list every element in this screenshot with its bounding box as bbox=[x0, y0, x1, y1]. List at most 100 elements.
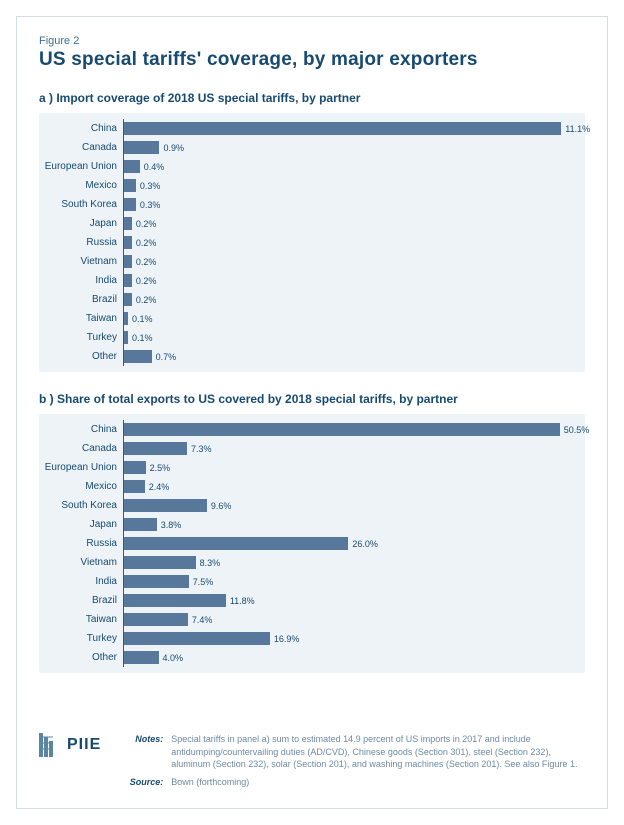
chart-row: Brazil11.8% bbox=[39, 591, 585, 610]
panel-a: a ) Import coverage of 2018 US special t… bbox=[39, 91, 585, 372]
chart-b: China50.5%Canada7.3%European Union2.5%Me… bbox=[39, 414, 585, 673]
value-label: 16.9% bbox=[274, 634, 300, 644]
value-label: 0.2% bbox=[136, 276, 157, 286]
bar bbox=[124, 274, 132, 287]
chart-row: India7.5% bbox=[39, 572, 585, 591]
chart-row: South Korea 9.6% bbox=[39, 496, 585, 515]
value-label: 0.7% bbox=[156, 352, 177, 362]
category-label: Vietnam bbox=[39, 256, 123, 267]
source-text: Bown (forthcoming) bbox=[171, 776, 249, 788]
chart-row: South Korea 0.3% bbox=[39, 195, 585, 214]
value-label: 0.1% bbox=[132, 314, 153, 324]
chart-row: Brazil0.2% bbox=[39, 290, 585, 309]
bar bbox=[124, 160, 140, 173]
bar bbox=[124, 423, 560, 436]
piie-logo-text: PIIE bbox=[67, 736, 101, 754]
value-label: 0.3% bbox=[140, 200, 161, 210]
bar-track: 0.2% bbox=[124, 293, 577, 306]
category-label: India bbox=[39, 275, 123, 286]
bar bbox=[124, 236, 132, 249]
chart-row: Mexico2.4% bbox=[39, 477, 585, 496]
category-label: European Union bbox=[39, 462, 123, 473]
chart-row: Other4.0% bbox=[39, 648, 585, 667]
chart-row: Russia 0.2% bbox=[39, 233, 585, 252]
category-label: Mexico bbox=[39, 180, 123, 191]
bar-track: 4.0% bbox=[124, 651, 577, 664]
bar-track: 8.3% bbox=[124, 556, 577, 569]
value-label: 0.1% bbox=[132, 333, 153, 343]
chart-row: Vietnam8.3% bbox=[39, 553, 585, 572]
bar bbox=[124, 518, 157, 531]
category-label: South Korea bbox=[39, 199, 123, 210]
value-label: 0.2% bbox=[136, 257, 157, 267]
category-label: China bbox=[39, 123, 123, 134]
bar bbox=[124, 480, 145, 493]
bar-track: 11.1% bbox=[124, 122, 577, 135]
category-label: China bbox=[39, 424, 123, 435]
chart-row: Taiwan0.1% bbox=[39, 309, 585, 328]
value-label: 0.2% bbox=[136, 238, 157, 248]
category-label: Japan bbox=[39, 218, 123, 229]
bar-track: 0.2% bbox=[124, 274, 577, 287]
bar bbox=[124, 499, 207, 512]
bar-track: 0.9% bbox=[124, 141, 577, 154]
value-label: 9.6% bbox=[211, 501, 232, 511]
figure-label: Figure 2 bbox=[39, 35, 585, 47]
value-label: 4.0% bbox=[163, 653, 184, 663]
bar-track: 3.8% bbox=[124, 518, 577, 531]
bar bbox=[124, 556, 196, 569]
chart-row: Vietnam 0.2% bbox=[39, 252, 585, 271]
chart-row: China11.1% bbox=[39, 119, 585, 138]
bar bbox=[124, 141, 159, 154]
bar bbox=[124, 217, 132, 230]
bar-track: 2.4% bbox=[124, 480, 577, 493]
category-label: South Korea bbox=[39, 500, 123, 511]
chart-row: Japan0.2% bbox=[39, 214, 585, 233]
chart-row: Other 0.7% bbox=[39, 347, 585, 366]
chart-row: Turkey 0.1% bbox=[39, 328, 585, 347]
bar-track: 7.5% bbox=[124, 575, 577, 588]
source-label: Source: bbox=[121, 776, 163, 788]
category-label: Mexico bbox=[39, 481, 123, 492]
panel-b: b ) Share of total exports to US covered… bbox=[39, 392, 585, 673]
value-label: 7.5% bbox=[193, 577, 214, 587]
bar-track: 7.3% bbox=[124, 442, 577, 455]
value-label: 2.5% bbox=[150, 463, 171, 473]
bar-track: 16.9% bbox=[124, 632, 577, 645]
value-label: 0.9% bbox=[163, 143, 184, 153]
chart-row: Taiwan7.4% bbox=[39, 610, 585, 629]
bar bbox=[124, 632, 270, 645]
bar-track: 0.2% bbox=[124, 255, 577, 268]
notes-text: Special tariffs in panel a) sum to estim… bbox=[171, 733, 585, 769]
bar-track: 7.4% bbox=[124, 613, 577, 626]
bar bbox=[124, 594, 226, 607]
bar-track: 0.1% bbox=[124, 331, 577, 344]
category-label: Russia bbox=[39, 237, 123, 248]
category-label: Brazil bbox=[39, 294, 123, 305]
category-label: Brazil bbox=[39, 595, 123, 606]
category-label: Other bbox=[39, 351, 123, 362]
bar bbox=[124, 575, 189, 588]
value-label: 8.3% bbox=[200, 558, 221, 568]
chart-row: European Union0.4% bbox=[39, 157, 585, 176]
category-label: Turkey bbox=[39, 332, 123, 343]
category-label: Taiwan bbox=[39, 614, 123, 625]
bar bbox=[124, 350, 152, 363]
bar-track: 0.3% bbox=[124, 179, 577, 192]
category-label: European Union bbox=[39, 161, 123, 172]
chart-row: Russia26.0% bbox=[39, 534, 585, 553]
chart-row: Canada7.3% bbox=[39, 439, 585, 458]
bar bbox=[124, 442, 187, 455]
bar-track: 0.4% bbox=[124, 160, 577, 173]
chart-row: Turkey16.9% bbox=[39, 629, 585, 648]
notes-block: Notes: Special tariffs in panel a) sum t… bbox=[121, 733, 585, 794]
bar-track: 2.5% bbox=[124, 461, 577, 474]
bar bbox=[124, 293, 132, 306]
chart-row: European Union 2.5% bbox=[39, 458, 585, 477]
bar-track: 26.0% bbox=[124, 537, 577, 550]
bar-track: 0.7% bbox=[124, 350, 577, 363]
bar-track: 0.3% bbox=[124, 198, 577, 211]
bar-track: 0.1% bbox=[124, 312, 577, 325]
bar bbox=[124, 122, 561, 135]
bar bbox=[124, 255, 132, 268]
